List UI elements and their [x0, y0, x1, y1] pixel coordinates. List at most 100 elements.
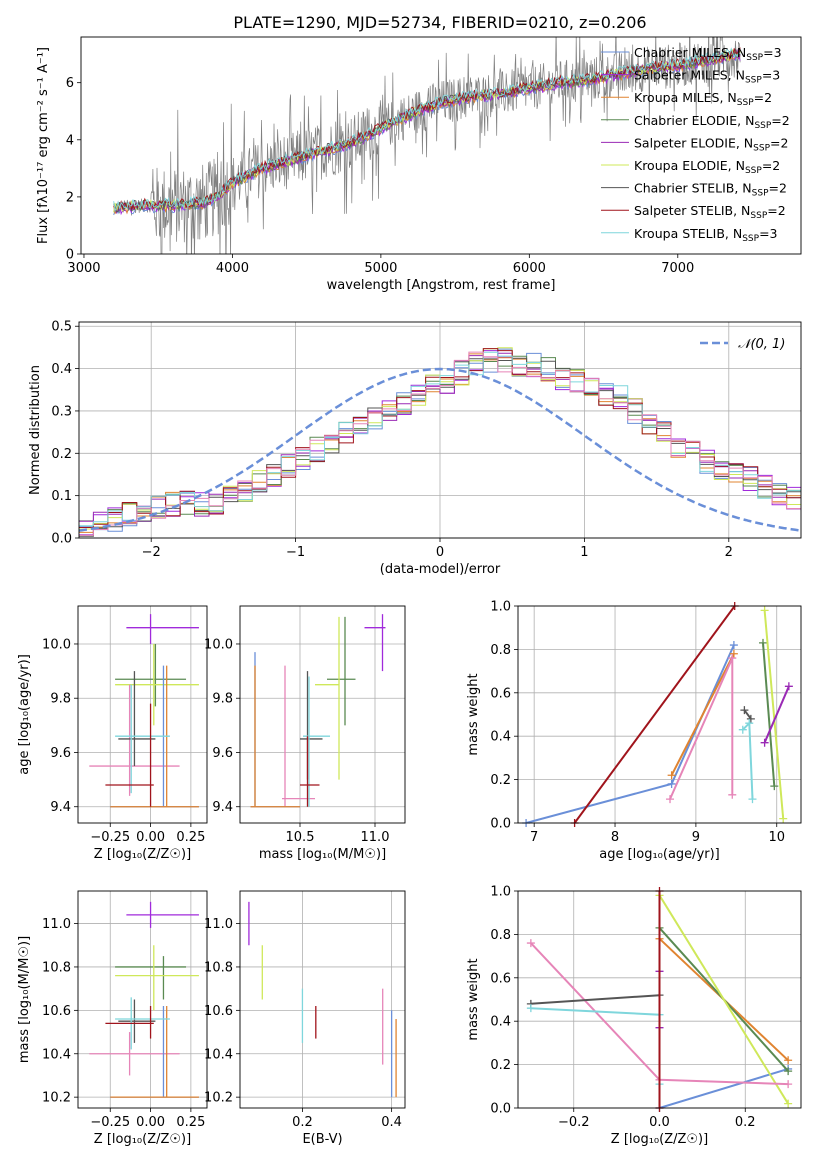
- y-tick-label: 0.2: [490, 773, 511, 788]
- x-axis-label: age [log₁₀(age/yr)]: [599, 847, 720, 862]
- weight-marker: [667, 771, 676, 780]
- weight-line: [763, 685, 790, 744]
- weight-marker: [728, 654, 737, 663]
- weight-line: [762, 642, 776, 787]
- y-axis-label: mass weight: [466, 673, 481, 755]
- weight-marker: [784, 682, 793, 691]
- x-tick-label: −2: [142, 545, 161, 560]
- y-tick-label: 0: [66, 248, 74, 263]
- x-tick-label: 5000: [364, 261, 397, 276]
- weight-marker: [784, 1056, 793, 1065]
- y-axis-label: Normed distribution: [28, 365, 43, 495]
- x-tick-label: 0.25: [176, 830, 205, 845]
- weight-vs-metallicity-panel: −0.2 0.0 0.2 0.0 0.2 0.4 0.6 0.8 1.0 Z [log₁₀(Z/Z…: [466, 885, 802, 1147]
- weight-line: [525, 644, 735, 823]
- weight-marker: [738, 725, 747, 734]
- y-tick-label: 11.0: [204, 917, 233, 932]
- y-tick-label: 0.5: [51, 320, 72, 335]
- legend-label: Kroupa MILES, NSSP=2: [634, 90, 772, 108]
- axes-frame: [77, 890, 208, 1109]
- model-spectrum-line: [113, 47, 741, 212]
- x-tick-label: 0.25: [176, 1115, 205, 1130]
- y-tick-label: 9.8: [50, 692, 71, 707]
- weight-line: [659, 1067, 789, 1108]
- x-tick-label: 2: [725, 545, 733, 560]
- x-tick-label: 0.4: [381, 1115, 402, 1130]
- x-tick-label: 0.2: [292, 1115, 313, 1130]
- axes-frame: [517, 890, 802, 1109]
- x-tick-label: 3000: [67, 261, 100, 276]
- y-tick-label: 10.8: [204, 960, 233, 975]
- y-tick-label: 10.0: [42, 637, 71, 652]
- x-tick-label: 7000: [661, 261, 694, 276]
- weight-marker: [758, 638, 767, 647]
- y-tick-label: 9.8: [212, 692, 233, 707]
- y-axis-label: age [log₁₀(age/yr)]: [17, 654, 32, 775]
- weight-marker: [779, 814, 788, 823]
- y-axis-label: mass weight: [466, 958, 481, 1040]
- x-tick-label: −0.2: [558, 1115, 590, 1130]
- axes-frame: [80, 36, 802, 255]
- residuals-panel: −2 −1 0 1 2 0.0 0.1 0.2 0.3 0.4 0.5 (data-model)/er…: [28, 320, 802, 577]
- x-tick-label: 8: [611, 830, 619, 845]
- x-tick-label: 11.0: [361, 830, 390, 845]
- legend-label: Chabrier ELODIE, NSSP=2: [634, 113, 790, 131]
- y-tick-label: 0.0: [490, 817, 511, 832]
- y-tick-label: 0.2: [490, 1058, 511, 1073]
- y-tick-label: 1.0: [490, 885, 511, 900]
- y-tick-label: 10.4: [204, 1047, 233, 1062]
- weight-marker: [728, 790, 737, 799]
- x-tick-label: −0.25: [90, 830, 130, 845]
- x-axis-label: Z [log₁₀(Z/Z☉)]: [94, 847, 191, 862]
- normal-distribution-line: [79, 367, 801, 532]
- y-tick-label: 0.0: [51, 532, 72, 547]
- axes-frame: [239, 890, 406, 1109]
- x-tick-label: 0.00: [136, 830, 165, 845]
- weight-line: [530, 1007, 661, 1085]
- weight-line: [743, 709, 752, 720]
- weight-line: [530, 994, 660, 1005]
- weight-marker: [784, 1067, 793, 1076]
- legend-label: 𝒩(0, 1): [738, 337, 785, 352]
- x-tick-label: 7: [530, 830, 538, 845]
- histogram-step-line: [79, 352, 801, 522]
- mass-vs-metallicity-panel: −0.25 0.00 0.25 10.2 10.4 10.6 10.8 11.0 Z [log₁…: [17, 890, 208, 1147]
- y-tick-label: 10.0: [204, 637, 233, 652]
- weight-marker: [748, 795, 757, 804]
- age-vs-metallicity-panel: −0.25 0.00 0.25 9.4 9.6 9.8 10.0 Z [log₁₀(Z/Z☉)…: [17, 605, 208, 862]
- y-tick-label: 0.4: [490, 730, 511, 745]
- weight-marker: [784, 1099, 793, 1108]
- y-tick-label: 0.1: [51, 489, 72, 504]
- x-tick-label: 0.0: [649, 1115, 670, 1130]
- weight-marker: [526, 1004, 535, 1013]
- histogram-step-line: [79, 348, 801, 528]
- x-tick-label: −0.25: [90, 1115, 130, 1130]
- y-tick-label: 0.3: [51, 404, 72, 419]
- x-tick-label: 0: [436, 545, 444, 560]
- y-tick-label: 10.4: [42, 1047, 71, 1062]
- x-tick-label: 0.00: [136, 1115, 165, 1130]
- weight-line: [763, 610, 785, 819]
- y-tick-label: 9.6: [212, 746, 233, 761]
- y-tick-label: 6: [66, 76, 74, 91]
- data-spectrum-line: [113, 37, 741, 254]
- x-axis-label: mass [log₁₀(M/M☉)]: [259, 847, 386, 862]
- y-tick-label: 0.6: [490, 686, 511, 701]
- weight-line: [669, 657, 734, 800]
- y-tick-label: 10.2: [204, 1091, 233, 1106]
- y-tick-label: 0.6: [490, 971, 511, 986]
- weight-line: [670, 653, 735, 776]
- weight-marker: [667, 779, 676, 788]
- x-tick-label: 10.5: [286, 830, 315, 845]
- y-tick-label: 0.8: [490, 928, 511, 943]
- axes-frame: [78, 321, 802, 539]
- weight-marker: [770, 782, 779, 791]
- weight-marker: [760, 606, 769, 615]
- weight-line: [573, 606, 736, 823]
- y-tick-label: 0.0: [490, 1102, 511, 1117]
- weight-marker: [745, 719, 754, 728]
- weight-marker: [526, 939, 535, 948]
- weight-marker: [760, 738, 769, 747]
- x-tick-label: 0.2: [735, 1115, 756, 1130]
